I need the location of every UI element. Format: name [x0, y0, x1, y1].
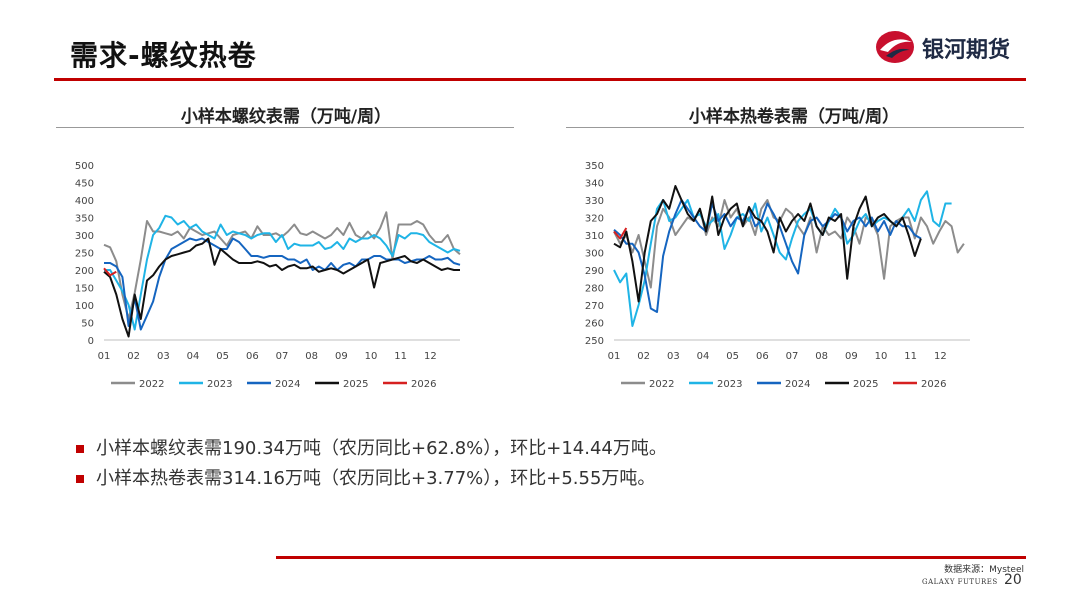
x-tick-label: 12: [424, 351, 437, 362]
legend-label-2025: 2025: [853, 379, 878, 390]
footer-rule: [276, 556, 1026, 559]
slide-title: 需求-螺纹热卷: [70, 39, 257, 72]
x-tick-label: 02: [637, 351, 650, 362]
x-tick-label: 04: [697, 351, 710, 362]
series-line-2026: [613, 227, 628, 240]
x-tick-label: 05: [726, 351, 739, 362]
y-tick-label: 0: [88, 336, 94, 347]
bullet-text-hrc: 小样本热卷表需314.16万吨（农历同比+3.77%），环比+5.55万吨。: [96, 468, 656, 489]
x-tick-label: 10: [365, 351, 378, 362]
brand-logo: 银河期货: [874, 28, 1034, 68]
x-tick-label: 03: [667, 351, 680, 362]
bullet-item-rebar: 小样本螺纹表需190.34万吨（农历同比+62.8%），环比+14.44万吨。: [76, 434, 667, 464]
x-tick-label: 03: [157, 351, 170, 362]
y-tick-label: 270: [585, 301, 604, 312]
series-line-2023: [104, 214, 461, 331]
logo-text: 银河期货: [922, 38, 1011, 63]
legend-label-2026: 2026: [411, 379, 436, 390]
legend-label-2022: 2022: [139, 379, 164, 390]
legend-label-2023: 2023: [717, 379, 742, 390]
y-tick-label: 400: [75, 196, 94, 207]
y-tick-label: 340: [585, 179, 604, 190]
x-tick-label: 02: [127, 351, 140, 362]
hrc-demand-chart: 350 340 330 320 310 300 290 280 270 260 250 01 02 03 0…: [585, 161, 970, 390]
bullet-text-rebar: 小样本螺纹表需190.34万吨（农历同比+62.8%），环比+14.44万吨。: [96, 438, 667, 459]
series-line-2026: [103, 267, 117, 277]
data-source: 数据来源：Mysteel: [944, 565, 1024, 575]
y-tick-label: 250: [585, 336, 604, 347]
x-tick-label: 10: [875, 351, 888, 362]
x-tick-label: 05: [216, 351, 229, 362]
x-tick-label: 09: [845, 351, 858, 362]
x-tick-label: 04: [187, 351, 200, 362]
y-tick-label: 300: [585, 249, 604, 260]
series-line-2025: [103, 237, 460, 338]
series-line-2022: [613, 199, 965, 289]
legend-label-2024: 2024: [275, 379, 300, 390]
x-tick-label: 12: [934, 351, 947, 362]
series-line-2024: [104, 237, 461, 331]
y-tick-label: 450: [75, 179, 94, 190]
x-tick-label: 09: [335, 351, 348, 362]
y-tick-label: 200: [75, 266, 94, 277]
y-tick-label: 150: [75, 284, 94, 295]
page-number: 20: [1004, 572, 1022, 588]
y-tick-label: 350: [75, 214, 94, 225]
y-tick-label: 100: [75, 301, 94, 312]
legend-label-2023: 2023: [207, 379, 232, 390]
y-tick-label: 50: [81, 319, 94, 330]
chart-rule-hrc: [566, 127, 1024, 128]
y-tick-label: 330: [585, 196, 604, 207]
bullet-list: 小样本螺纹表需190.34万吨（农历同比+62.8%），环比+14.44万吨。 …: [76, 434, 667, 494]
x-tick-label: 08: [305, 351, 318, 362]
chart-title-hrc: 小样本热卷表需（万吨/周）: [688, 107, 900, 127]
bullet-marker: [76, 475, 84, 483]
bullet-item-hrc: 小样本热卷表需314.16万吨（农历同比+3.77%），环比+5.55万吨。: [76, 464, 667, 494]
chart-title-rebar: 小样本螺纹表需（万吨/周）: [180, 107, 392, 127]
y-tick-label: 280: [585, 284, 604, 295]
title-rule: [54, 78, 1026, 81]
bullet-marker: [76, 445, 84, 453]
x-tick-label: 07: [786, 351, 799, 362]
legend-label-2025: 2025: [343, 379, 368, 390]
x-tick-label: 06: [756, 351, 769, 362]
y-tick-label: 250: [75, 249, 94, 260]
y-tick-label: 500: [75, 161, 94, 172]
series-line-2022: [103, 211, 461, 320]
y-tick-label: 350: [585, 161, 604, 172]
x-tick-label: 06: [246, 351, 259, 362]
chart-rule-rebar: [56, 127, 514, 128]
y-tick-label: 290: [585, 266, 604, 277]
footer-brand: GALAXY FUTURES: [922, 578, 998, 586]
series-line-2025: [613, 185, 922, 303]
x-tick-label: 11: [904, 351, 917, 362]
x-tick-label: 01: [608, 351, 621, 362]
y-tick-label: 310: [585, 231, 604, 242]
y-tick-label: 300: [75, 231, 94, 242]
legend-label-2022: 2022: [649, 379, 674, 390]
x-tick-label: 08: [815, 351, 828, 362]
legend-label-2026: 2026: [921, 379, 946, 390]
legend-label-2024: 2024: [785, 379, 810, 390]
x-tick-label: 01: [98, 351, 111, 362]
galaxy-logo-icon: [876, 31, 914, 63]
y-tick-label: 260: [585, 319, 604, 330]
y-tick-label: 320: [585, 214, 604, 225]
x-tick-label: 07: [276, 351, 289, 362]
x-tick-label: 11: [394, 351, 407, 362]
